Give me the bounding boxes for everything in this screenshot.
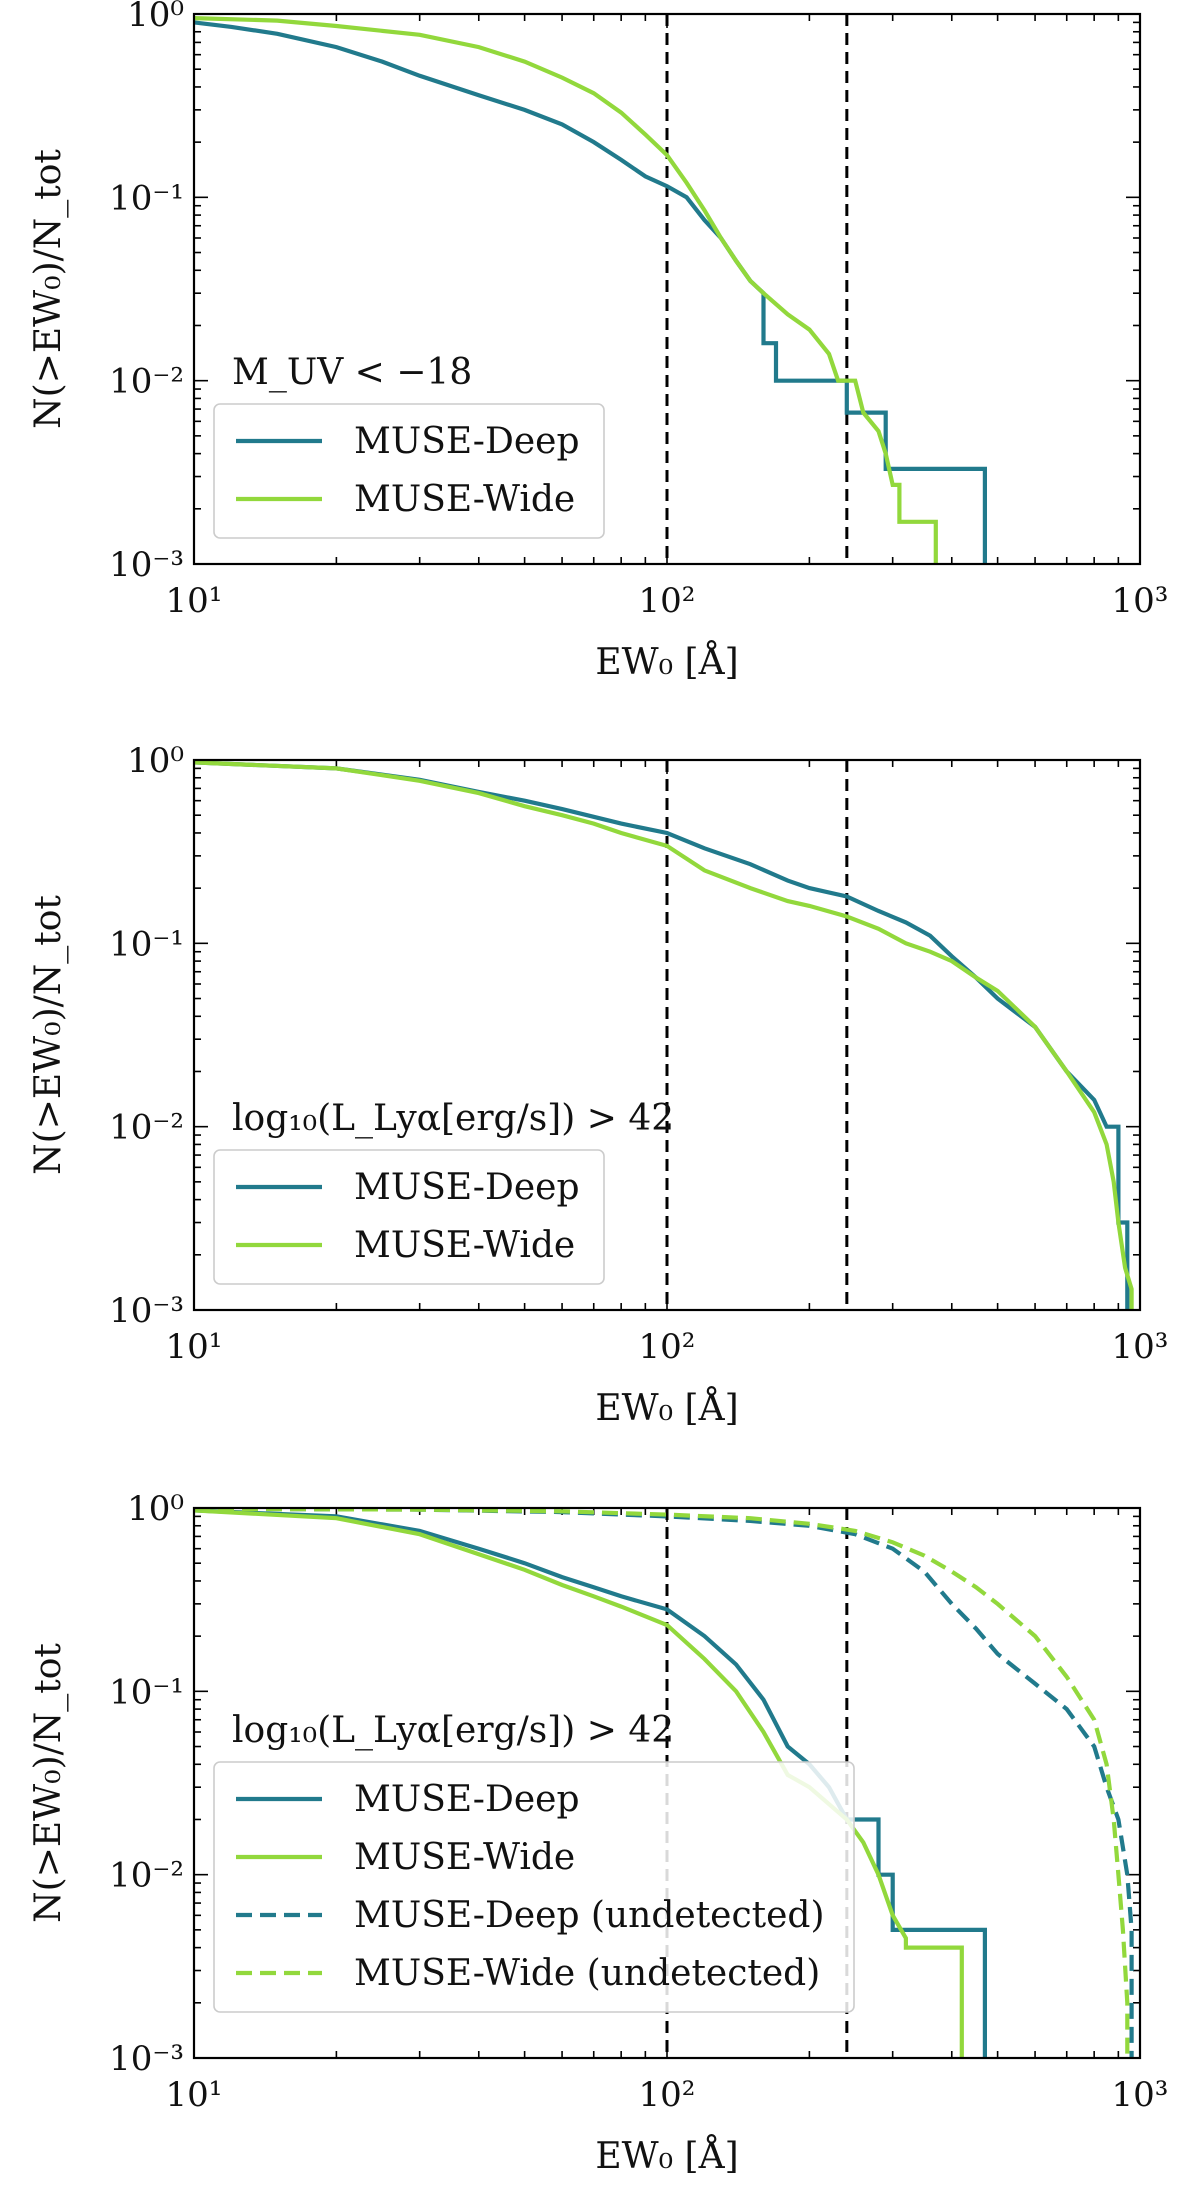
legend: MUSE-Deep MUSE-Wide MUSE-Deep (undetected)… [213,1761,855,2013]
plot-frame [192,758,1142,1312]
legend-label: MUSE-Deep (undetected) [354,1895,825,1936]
series-line-muse-deep [194,20,987,564]
x-tick-label: 10¹ [166,1327,223,1367]
legend-box [213,1761,855,2013]
legend-label: MUSE-Deep [354,1167,580,1208]
legend: MUSE-Deep MUSE-Wide [213,1149,605,1285]
y-tick-label: 10⁻¹ [109,178,184,218]
panel-lya-cut-undetected: 10¹ 10² 10³ 10⁰ 10⁻¹ 10⁻² 10⁻³ EW₀ [Å] N(>EW₀)/N… [28,1489,1168,2177]
y-tick-label: 10⁰ [127,1489,184,1529]
y-tick-label: 10⁻¹ [109,1672,184,1712]
x-tick-label: 10³ [1112,1327,1169,1367]
legend-box [213,403,605,539]
y-tick-label: 10⁻² [109,362,184,402]
y-tick-label: 10⁻² [109,1108,184,1148]
y-tick-label: 10⁰ [127,741,184,781]
y-tick-label: 10⁻¹ [109,924,184,964]
x-tick-label: 10¹ [166,2075,223,2115]
legend-label: MUSE-Wide [354,1225,575,1266]
panel-lya-cut: 10¹ 10² 10³ 10⁰ 10⁻¹ 10⁻² 10⁻³ EW₀ [Å] N(>EW₀)/N… [28,741,1168,1429]
series-line-muse-deep [194,760,1130,1310]
panel-annotation: M_UV < −18 [232,352,472,393]
y-axis-label: N(>EW₀)/N_tot [28,1643,69,1923]
plot-frame [192,12,1142,566]
y-tick-label: 10⁻² [109,1856,184,1896]
legend-label: MUSE-Wide (undetected) [354,1953,820,1994]
x-tick-label: 10³ [1112,581,1169,621]
legend-label: MUSE-Wide [354,479,575,520]
x-tick-label: 10¹ [166,581,223,621]
series-line-muse-wide [194,760,1134,1310]
x-tick-label: 10² [639,581,696,621]
x-tick-label: 10³ [1112,2075,1169,2115]
x-axis-label: EW₀ [Å] [595,641,738,683]
x-axis-label: EW₀ [Å] [595,1387,738,1429]
series-line-muse-wide [194,1508,964,2058]
y-axis-label: N(>EW₀)/N_tot [28,149,69,429]
legend-label: MUSE-Deep [354,1779,580,1820]
y-tick-label: 10⁻³ [109,2039,184,2079]
series-line-muse-wide-undetected [194,1508,1130,2058]
legend-box [213,1149,605,1285]
panel-annotation: log₁₀(L_Lyα[erg/s]) > 42 [232,1098,674,1139]
y-axis-label: N(>EW₀)/N_tot [28,895,69,1175]
series-line-muse-deep [194,1508,987,2058]
y-tick-label: 10⁰ [127,0,184,35]
plot-frame [192,1506,1142,2060]
panel-mUV-cut: 10¹ 10² 10³ 10⁰ 10⁻¹ 10⁻² 10⁻³ EW₀ [Å] N(>EW₀)/N… [28,0,1168,683]
y-tick-label: 10⁻³ [109,1291,184,1331]
y-tick-label: 10⁻³ [109,545,184,585]
legend-label: MUSE-Deep [354,421,580,462]
x-axis-label: EW₀ [Å] [595,2135,738,2177]
x-tick-label: 10² [639,1327,696,1367]
legend-label: MUSE-Wide [354,1837,575,1878]
series-line-muse-wide [194,16,938,564]
x-tick-label: 10² [639,2075,696,2115]
panel-annotation: log₁₀(L_Lyα[erg/s]) > 42 [232,1710,674,1751]
legend: MUSE-Deep MUSE-Wide [213,403,605,539]
